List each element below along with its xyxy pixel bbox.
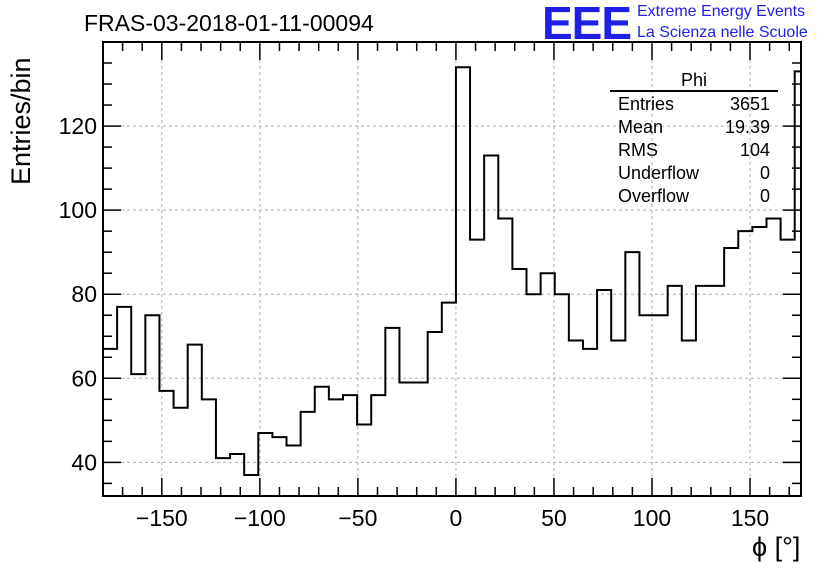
brand-line-2: La Scienza nelle Scuole — [637, 24, 808, 41]
tick-labels: −150 −100 −50 0 50 100 150 40 60 80 100 120 — [59, 113, 770, 531]
x-tick-label: −150 — [136, 505, 188, 531]
stats-label: Entries — [618, 94, 675, 114]
stats-row-entries: Entries 3651 — [610, 93, 778, 116]
stats-title: Phi — [680, 70, 707, 90]
x-axis-label: ϕ [°] — [752, 532, 801, 562]
stats-divider — [610, 90, 778, 92]
y-tick-label: 40 — [71, 449, 97, 475]
y-tick-label: 120 — [59, 113, 97, 139]
stats-value: 3651 — [729, 94, 770, 114]
plot-frame — [102, 41, 802, 497]
y-axis-label: Entries/bin — [6, 57, 36, 185]
x-tick-label: −100 — [234, 505, 286, 531]
stats-row-mean: Mean 19.39 — [610, 116, 778, 139]
histogram-line — [103, 66, 801, 476]
stats-value: 19.39 — [724, 117, 770, 137]
stats-label: Overflow — [618, 186, 690, 206]
y-tick-label: 80 — [71, 281, 97, 307]
y-tick-label: 60 — [71, 365, 97, 391]
stats-value: 104 — [739, 140, 770, 160]
stats-row-overflow: Overflow 0 — [610, 185, 778, 208]
stats-label: Mean — [618, 117, 664, 137]
stats-value: 0 — [759, 186, 770, 206]
axis-ticks — [102, 41, 801, 496]
x-tick-label: −50 — [338, 505, 377, 531]
stats-label: RMS — [618, 140, 658, 160]
x-tick-label: 0 — [450, 505, 463, 531]
brand-line-1: Extreme Energy Events — [637, 3, 806, 20]
x-tick-label: 150 — [731, 505, 769, 531]
x-tick-label: 100 — [633, 505, 671, 531]
eee-logo: EEE — [542, 0, 632, 49]
stats-label: Underflow — [618, 163, 700, 183]
x-tick-label: 50 — [541, 505, 567, 531]
chart-title: FRAS-03-2018-01-11-00094 — [84, 10, 374, 36]
stats-row-underflow: Underflow 0 — [610, 162, 778, 185]
stats-box: Phi Entries 3651 Mean 19.39 RMS 104 Unde… — [610, 70, 778, 208]
stats-row-rms: RMS 104 — [610, 139, 778, 162]
y-tick-label: 100 — [59, 197, 97, 223]
stats-value: 0 — [759, 163, 770, 183]
